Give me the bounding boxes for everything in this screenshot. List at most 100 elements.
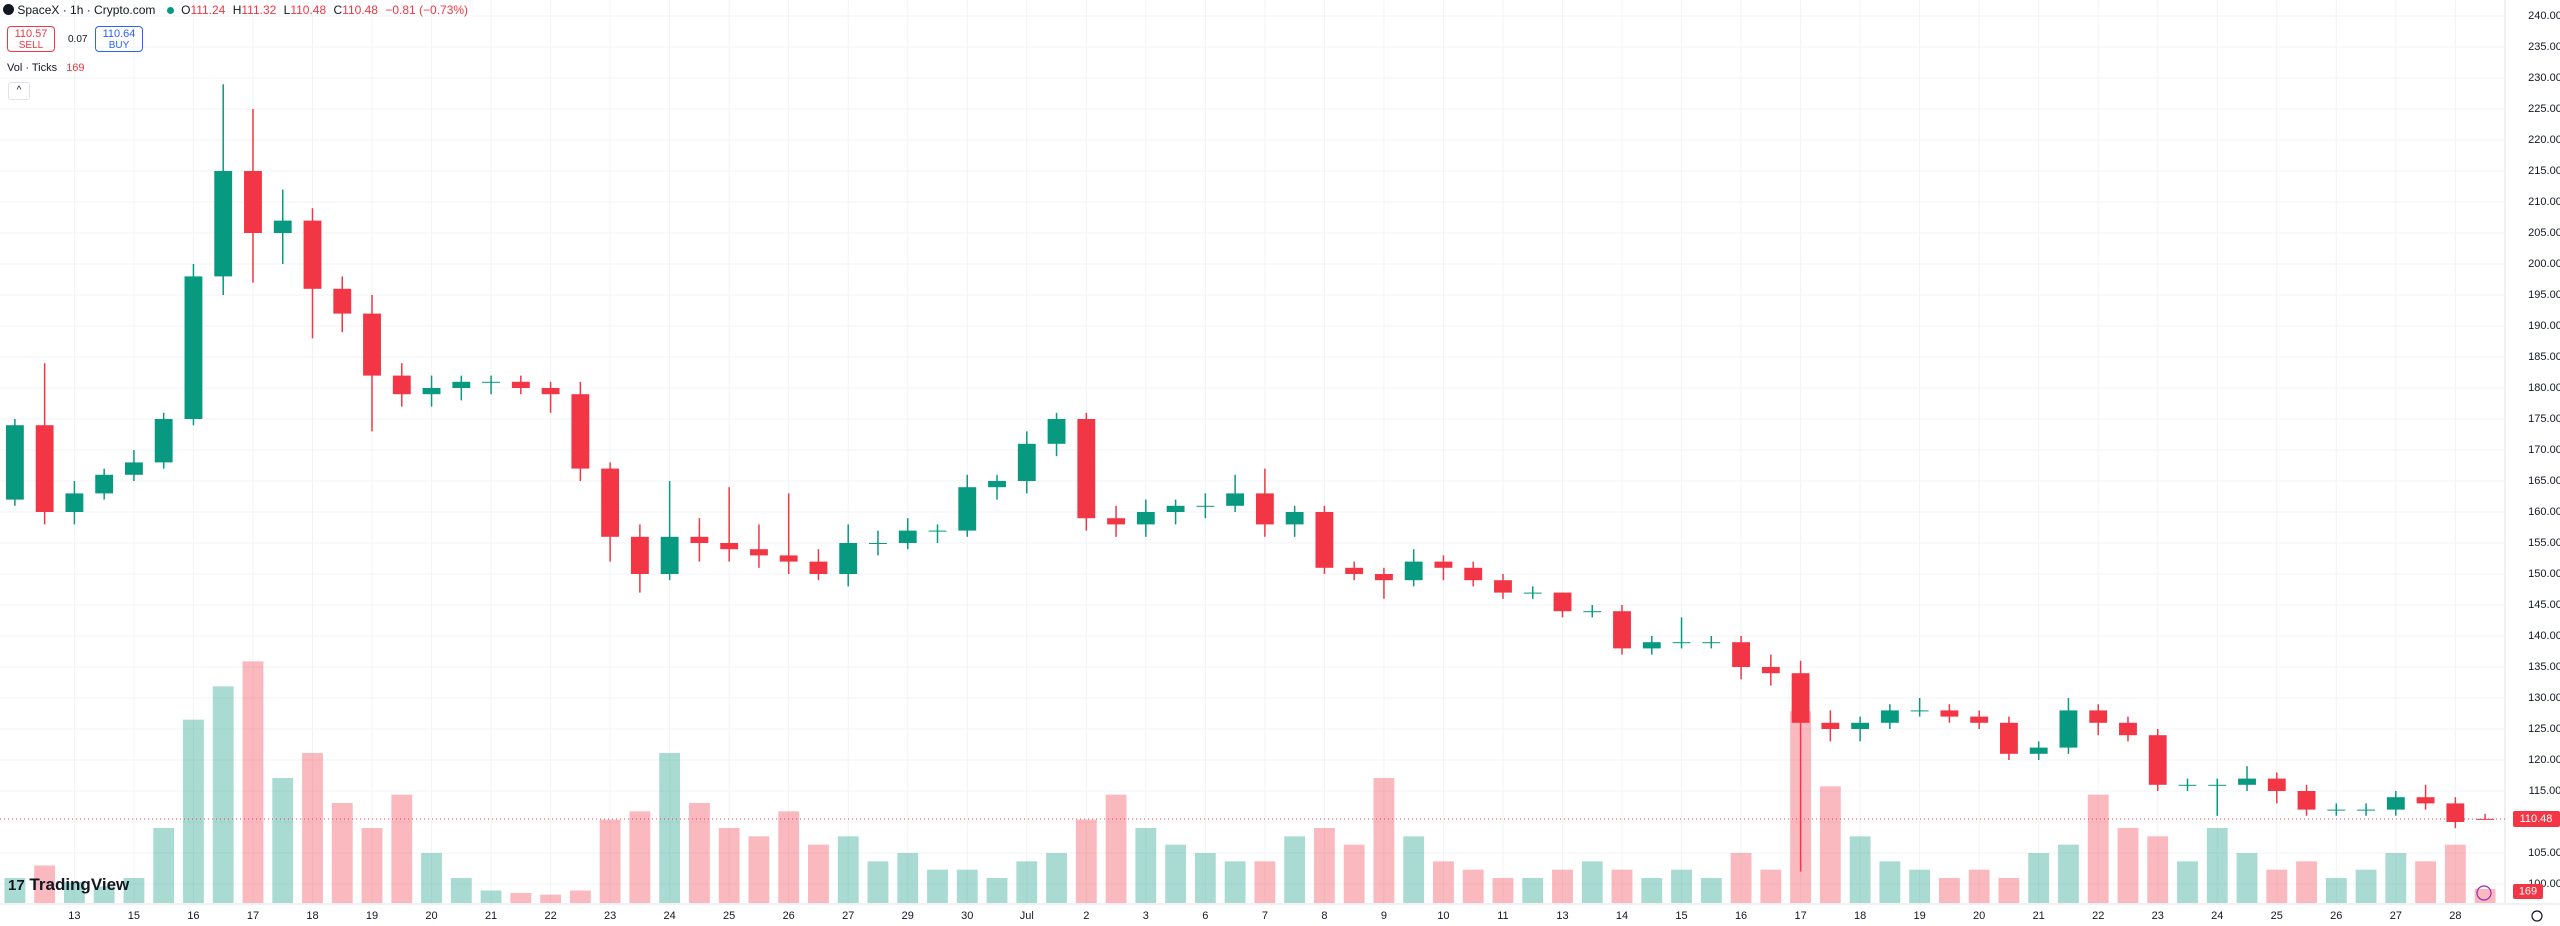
volume-bar — [93, 886, 115, 903]
volume-bar — [2117, 828, 2139, 903]
sell-label: SELL — [18, 40, 44, 51]
y-tick-label: 115.00 — [2529, 785, 2560, 797]
volume-bar — [956, 869, 978, 903]
volume-bar — [2266, 869, 2288, 903]
symbol-logo — [3, 4, 14, 15]
settings-icon — [2531, 910, 2543, 922]
volume-bar — [1492, 878, 1514, 903]
volume-bar — [34, 865, 56, 903]
candle-body — [660, 536, 679, 574]
symbol[interactable]: SpaceX · 1h · Crypto.com — [17, 3, 156, 17]
brand: 17 TradingView — [8, 875, 129, 895]
volume-bar — [629, 811, 651, 903]
sell-price: 110.57 — [14, 28, 48, 40]
candle-body — [1910, 710, 1929, 712]
x-tick-label: 17 — [1794, 910, 1806, 922]
volume-bar — [2296, 861, 2317, 903]
volume-bar — [1075, 819, 1097, 903]
candle-body — [2386, 797, 2405, 810]
y-tick-label: 185.00 — [2528, 351, 2560, 363]
y-tick-label: 130.00 — [2528, 692, 2560, 704]
y-tick-label: 190.00 — [2528, 320, 2560, 332]
x-tick-label: 17 — [247, 910, 259, 922]
y-tick-label: 165.00 — [2528, 475, 2560, 487]
x-tick-label: Jul — [1020, 910, 1034, 922]
volume-label: Vol · Ticks — [7, 62, 58, 74]
spread: 0.07 — [68, 34, 88, 45]
y-tick-label: 150.00 — [2528, 568, 2560, 580]
volume-bar — [897, 853, 919, 903]
volume-bar — [2028, 853, 2050, 903]
candle-body — [1255, 493, 1274, 525]
h-label: H — [232, 3, 242, 17]
sell-button[interactable]: 110.57 SELL — [7, 26, 55, 52]
y-tick-label: 105.00 — [2528, 847, 2560, 859]
volume-bar — [123, 878, 145, 903]
x-tick-label: 22 — [2092, 910, 2104, 922]
volume-bar — [302, 753, 323, 903]
x-tick-label: 20 — [425, 910, 437, 922]
x-tick-label: 24 — [664, 910, 676, 922]
volume-bar — [1849, 836, 1871, 903]
volume-tag — [2513, 884, 2543, 899]
volume-bar — [1016, 861, 1038, 903]
volume-bar — [212, 686, 234, 903]
candle-body — [2178, 784, 2197, 786]
volume-tag-label: 169 — [2519, 885, 2537, 897]
volume-bar — [272, 778, 294, 903]
candle-body — [244, 171, 262, 233]
volume-bar — [927, 869, 948, 903]
volume-bar — [1313, 828, 1335, 903]
candle-body — [2267, 778, 2286, 791]
candle-body — [482, 381, 500, 383]
x-tick-label: 24 — [2211, 910, 2223, 922]
candle-body — [1136, 512, 1155, 525]
c-label: C — [333, 3, 343, 17]
collapse-button[interactable]: ^ — [8, 82, 30, 100]
x-tick-label: 19 — [366, 910, 378, 922]
candle-body — [2208, 784, 2227, 786]
y-tick-label: 175.00 — [2528, 413, 2560, 425]
candle-body — [125, 462, 143, 475]
volume-bar — [659, 753, 681, 903]
legend: SpaceX · 1h · Crypto.com O111.24 H111.32… — [3, 3, 468, 17]
candle-body — [1583, 611, 1602, 613]
candle-body — [363, 313, 381, 376]
candle-body — [2000, 722, 2018, 754]
candle-body — [1553, 592, 1572, 612]
y-tick-label: 200.00 — [2528, 258, 2560, 270]
candle-body — [750, 549, 768, 556]
candle-body — [333, 288, 352, 314]
candle-body — [690, 536, 709, 543]
volume-bar — [1433, 861, 1454, 903]
candle-body — [2297, 791, 2316, 810]
y-tick-label: 205.00 — [2528, 227, 2560, 239]
y-tick-label: 145.00 — [2528, 599, 2560, 611]
candle-body — [1166, 505, 1185, 512]
volume-bar — [837, 836, 859, 903]
buy-button[interactable]: 110.64 BUY — [95, 26, 143, 52]
x-tick-label: 7 — [1262, 910, 1268, 922]
volume-bar — [4, 878, 26, 903]
volume-bar — [1254, 861, 1276, 903]
volume-bar — [1671, 869, 1692, 903]
volume-bar — [1373, 778, 1395, 903]
candle-body — [869, 543, 887, 544]
y-tick-label: 215.00 — [2528, 165, 2560, 177]
volume-bar — [1611, 869, 1633, 903]
volume-bar — [331, 803, 353, 903]
h-value: 111.32 — [241, 3, 277, 17]
x-tick-label: 20 — [1973, 910, 1985, 922]
volume-bar — [1522, 878, 1544, 903]
x-tick-label: 30 — [961, 910, 973, 922]
volume-bar — [1879, 861, 1901, 903]
candle-body — [5, 425, 24, 500]
volume-bar — [1998, 878, 2020, 903]
candle-body — [1494, 580, 1512, 593]
y-tick-label: 140.00 — [2528, 630, 2560, 642]
candle-body — [988, 481, 1006, 488]
candle-body — [2059, 710, 2078, 748]
volume-legend: Vol · Ticks 169 — [7, 62, 85, 74]
